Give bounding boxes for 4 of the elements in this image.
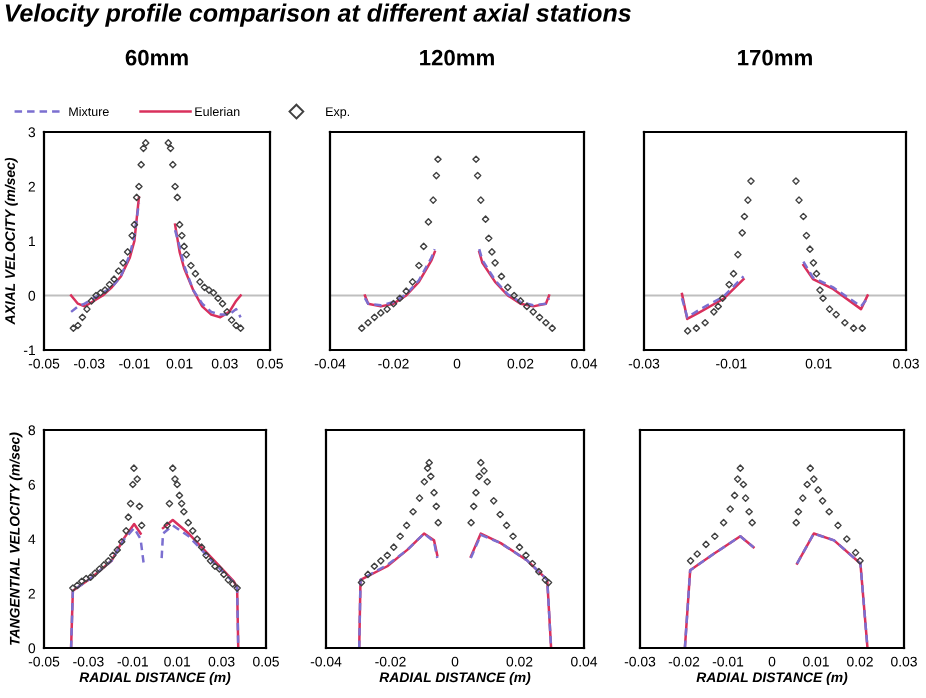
chart-title: 60mm <box>125 49 188 66</box>
chart-title: 120mm <box>420 49 494 66</box>
chart-title: 170mm <box>738 49 812 66</box>
text: Velocity profile comparison at different axial stations <box>5 3 631 27</box>
